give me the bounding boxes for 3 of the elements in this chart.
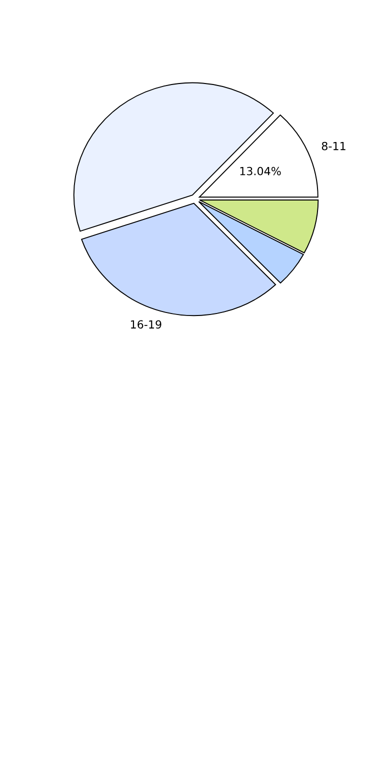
slice-label: 16-19 [130, 320, 162, 329]
slice-label: 8-11 [322, 142, 346, 150]
data-label: 13.04% [240, 166, 281, 176]
